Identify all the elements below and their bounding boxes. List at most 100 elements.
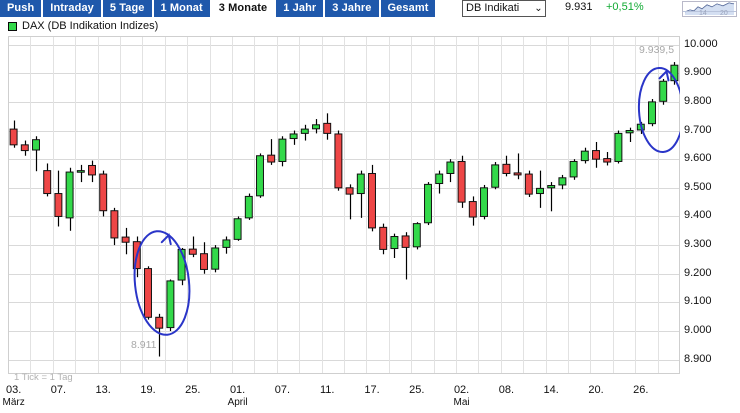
candle-body <box>20 144 29 152</box>
price-tick-label: 9.000 <box>684 324 712 337</box>
index-selector[interactable]: DB Indikati ⌄ <box>462 0 546 17</box>
high-ellipse-arrow <box>658 69 670 82</box>
candle-body <box>76 170 85 173</box>
tab-5-tage[interactable]: 5 Tage <box>102 0 152 17</box>
date-tick-label: 01. <box>229 384 246 396</box>
date-tick-label: 02. <box>453 384 470 396</box>
candle-body <box>345 187 354 195</box>
candle-body <box>289 133 298 140</box>
tab-intraday[interactable]: Intraday <box>43 0 101 17</box>
timeframe-tabs: Push Intraday 5 Tage 1 Monat 3 Monate 1 Jahr 3… <box>0 0 436 17</box>
candle-body <box>121 236 130 243</box>
price-tick-label: 9.100 <box>684 295 712 308</box>
month-label: März <box>2 397 25 408</box>
annotation-ellipses <box>133 67 680 336</box>
candle-body <box>592 150 600 160</box>
date-tick-label: 13. <box>95 384 111 396</box>
price-tick-label: 9.300 <box>684 238 712 251</box>
legend-color-swatch <box>8 21 17 31</box>
month-label: Mai <box>453 397 470 408</box>
price-tick-label: 9.900 <box>684 66 712 79</box>
date-tick-label: 14. <box>543 384 559 396</box>
legend-label: DAX (DB Indikation Indizes) <box>22 20 159 32</box>
sparkline-icon <box>683 2 736 15</box>
candle-body <box>379 226 388 250</box>
candle-body <box>356 173 365 195</box>
price-axis: 10.000 9.900 9.800 9.700 9.600 9.500 9.400 9.30… <box>684 36 740 381</box>
candle-body <box>659 80 668 102</box>
candle-body <box>88 164 96 176</box>
candle-body <box>222 239 231 248</box>
candle-body <box>536 187 544 195</box>
date-tick-label: 26. <box>633 384 649 396</box>
candle-body <box>312 124 320 130</box>
price-tick-label: 9.200 <box>684 266 712 279</box>
date-axis: 03. März 07. 13. 19. 25. 01. April 07. 11. 17. 25. 0… <box>0 378 740 413</box>
candle-body <box>502 163 511 174</box>
candle-body <box>468 201 477 218</box>
candle-body <box>513 172 522 176</box>
candle-body <box>603 158 612 163</box>
date-tick-label: 08. <box>498 384 515 396</box>
candle-body <box>54 193 63 217</box>
quote-change: +0,51% <box>606 1 644 13</box>
candle-body <box>32 139 40 151</box>
candle-body <box>401 235 410 248</box>
plot-border <box>8 36 680 374</box>
candle-body <box>267 154 276 163</box>
candle-body <box>110 210 119 239</box>
candle-body <box>435 173 444 185</box>
candle-body <box>155 316 164 329</box>
date-tick-label: 03. <box>5 384 22 396</box>
tab-1-jahr[interactable]: 1 Jahr <box>276 0 324 17</box>
candle-body <box>9 128 18 146</box>
date-tick-label: 07. <box>274 384 291 396</box>
mini-sparkline-widget[interactable]: 14 20 <box>682 1 737 17</box>
candle-body <box>569 160 578 178</box>
candle-body <box>368 172 376 229</box>
candle-body <box>144 268 152 318</box>
candle-body <box>648 101 656 125</box>
candle-body <box>233 218 242 240</box>
candle-body <box>580 150 589 162</box>
candle-body <box>625 130 634 134</box>
candlestick-plot[interactable] <box>8 36 680 374</box>
sparkline-label-left: 14 <box>699 10 707 17</box>
candle-body <box>480 187 488 217</box>
quote-value: 9.931 <box>565 1 593 13</box>
candle-body <box>65 171 74 219</box>
month-label: April <box>227 397 248 408</box>
tab-gesamt[interactable]: Gesamt <box>380 0 436 17</box>
candle-body <box>547 185 556 189</box>
candle-body <box>491 164 500 188</box>
price-tick-label: 9.700 <box>684 123 712 136</box>
candle-body <box>412 223 421 248</box>
candle-body <box>278 138 287 162</box>
candle-body <box>200 253 208 270</box>
date-tick-label: 11. <box>319 384 335 396</box>
candle-series <box>9 62 679 357</box>
candle-body <box>300 128 309 134</box>
index-selector-value: DB Indikati <box>466 2 520 14</box>
grid-lines <box>8 36 680 374</box>
candle-body <box>211 247 220 270</box>
date-tick-label: 25. <box>409 384 425 396</box>
tick-info-label: 1 Tick = 1 Tag <box>14 372 73 383</box>
price-tick-label: 9.400 <box>684 209 712 222</box>
candle-body <box>188 248 197 255</box>
tab-1-monat[interactable]: 1 Monat <box>153 0 210 17</box>
chevron-down-icon: ⌄ <box>534 3 543 14</box>
price-tick-label: 10.000 <box>684 37 718 50</box>
price-tick-label: 9.600 <box>684 152 712 165</box>
tab-3-jahre[interactable]: 3 Jahre <box>325 0 379 17</box>
chart-legend: DAX (DB Indikation Indizes) <box>8 20 158 32</box>
candle-body <box>614 132 623 162</box>
tab-push[interactable]: Push <box>0 0 42 17</box>
tab-3-monate[interactable]: 3 Monate <box>211 0 275 17</box>
candle-body <box>256 155 264 197</box>
low-ellipse-arrow <box>160 233 172 246</box>
candle-body <box>99 173 108 212</box>
low-ellipse <box>133 230 191 336</box>
candle-body <box>390 236 399 250</box>
